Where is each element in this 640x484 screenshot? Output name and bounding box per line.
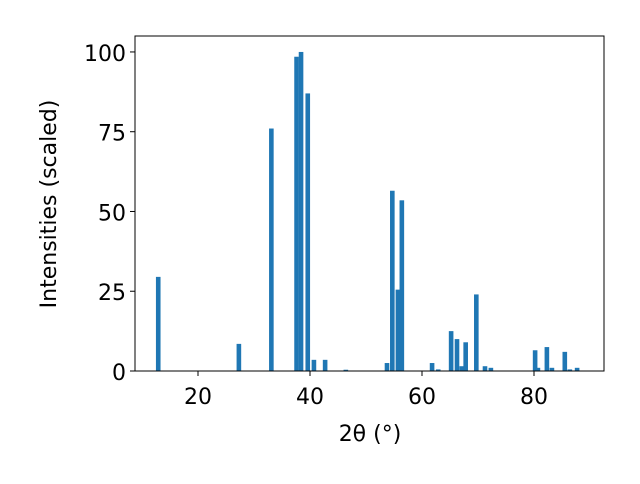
bar (390, 190, 395, 371)
bar (269, 128, 274, 371)
bar (488, 367, 494, 371)
y-axis-label: Intensities (scaled) (37, 100, 62, 309)
bar (236, 343, 242, 371)
bar (544, 347, 550, 371)
x-tick-label: 20 (184, 385, 212, 410)
bar (535, 367, 541, 371)
bar (549, 367, 555, 371)
bar (459, 366, 465, 371)
bar (454, 339, 460, 371)
bar (532, 350, 538, 371)
plot-frame (134, 35, 605, 372)
bar (463, 342, 468, 371)
bar (311, 359, 317, 371)
y-tick-label: 0 (112, 361, 126, 386)
bar (305, 93, 311, 371)
bar (384, 363, 390, 371)
bar (343, 369, 349, 371)
bar (567, 369, 573, 371)
bar (429, 363, 435, 371)
bar (298, 51, 304, 371)
x-tick-label: 40 (296, 385, 324, 410)
bar (155, 276, 161, 371)
bar (448, 331, 454, 371)
bar (435, 369, 441, 371)
y-tick-label: 25 (98, 281, 126, 306)
bar (395, 289, 401, 371)
y-tick-label: 50 (98, 201, 126, 226)
bar (322, 359, 328, 371)
x-tick-label: 80 (520, 385, 548, 410)
bar (294, 56, 299, 371)
bar (399, 200, 405, 371)
bar (474, 294, 479, 371)
y-tick-label: 100 (84, 42, 126, 67)
bar (482, 366, 488, 371)
x-tick-label: 60 (408, 385, 436, 410)
bar (562, 351, 568, 371)
y-tick-label: 75 (98, 122, 126, 147)
bar (574, 367, 580, 371)
x-axis-label: 2θ (°) (339, 422, 402, 447)
